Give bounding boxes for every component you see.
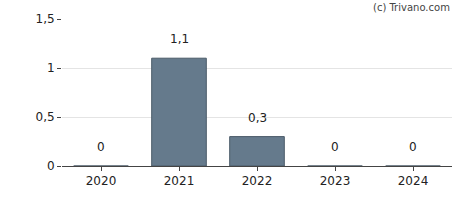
svg-text:(c) Trivano.com: (c) Trivano.com (373, 2, 450, 13)
svg-text:0: 0 (331, 140, 339, 154)
svg-text:0: 0 (97, 140, 105, 154)
svg-text:1,5: 1,5 (36, 12, 55, 26)
svg-text:0,3: 0,3 (248, 111, 267, 125)
svg-text:0: 0 (409, 140, 417, 154)
svg-text:0,5: 0,5 (36, 110, 55, 124)
svg-text:2023: 2023 (320, 174, 351, 188)
svg-text:1,1: 1,1 (170, 32, 189, 46)
svg-text:0: 0 (47, 159, 55, 173)
svg-text:2024: 2024 (398, 174, 429, 188)
svg-text:1: 1 (47, 61, 55, 75)
svg-text:2020: 2020 (86, 174, 117, 188)
svg-text:2022: 2022 (242, 174, 273, 188)
svg-text:2021: 2021 (164, 174, 195, 188)
